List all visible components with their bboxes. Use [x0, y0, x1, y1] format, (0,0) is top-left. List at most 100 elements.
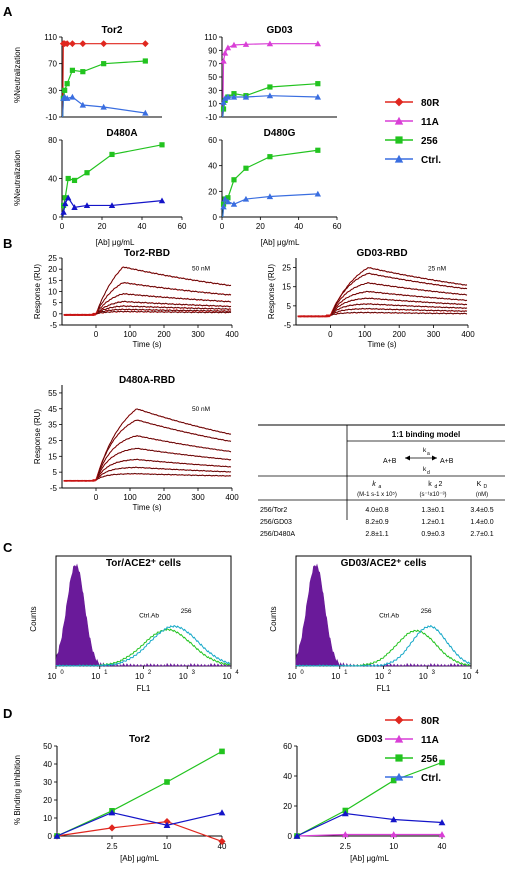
reaction-right: A+B [440, 458, 454, 465]
legend-label: 11A [421, 735, 439, 746]
legend-label: 256 [421, 136, 438, 147]
x-tick-label: 0 [94, 493, 99, 502]
data-point [163, 818, 171, 826]
x-tick-exponent: 2 [388, 670, 392, 676]
x-tick-label: 100 [123, 493, 137, 502]
x-tick-label: 0 [220, 222, 225, 231]
sensorgram-b-gd03: GD03-RBD -5 5 15 25 0 100 200 300 400 Response (RU… [267, 248, 475, 349]
x-axis-label: [Ab] μg/mL [120, 854, 159, 863]
fit-curve [96, 408, 232, 480]
x-tick-base: 10 [91, 672, 100, 681]
data-point [242, 195, 250, 202]
y-tick-label: 110 [204, 33, 217, 42]
plot-title: D480A [106, 128, 137, 139]
legend-label: 256 [421, 754, 438, 765]
data-point [108, 202, 116, 209]
x-tick-base: 10 [223, 672, 232, 681]
panel-letter-b: B [3, 236, 12, 251]
x-tick-label: 0 [328, 330, 333, 339]
plot-title: Tor2-RBD [124, 248, 170, 259]
data-point [230, 200, 238, 207]
data-point [60, 208, 67, 215]
fit-curve [330, 267, 468, 315]
x-tick-label: 400 [225, 493, 239, 502]
data-point [219, 748, 225, 755]
cell-KD: 3.4±0.5 [470, 507, 493, 514]
plot-title: Tor2 [129, 734, 150, 745]
x-tick-label: 10 [163, 842, 172, 851]
y-tick-label: 30 [48, 86, 57, 95]
cell-KD: 2.7±0.1 [470, 531, 493, 538]
ka-label: k [423, 447, 427, 454]
y-tick-label: 40 [283, 772, 292, 781]
data-point [100, 103, 107, 110]
y-tick-label: 40 [48, 175, 57, 184]
data-point [438, 831, 446, 838]
y-axis-label: Response (RU) [33, 409, 42, 464]
fit-curve [96, 282, 232, 314]
neutralization-plot-a-d480g: D480G 0 20 40 60 0 20 40 60 [Ab] μg/mL [208, 128, 342, 247]
cell-kd: 1.3±0.1 [421, 507, 444, 514]
y-tick-label: 0 [53, 213, 58, 222]
row-label: 256/D480A [260, 531, 295, 538]
x-tick-label: 40 [218, 842, 227, 851]
plot-title: GD03 [356, 734, 383, 745]
data-point [65, 175, 71, 182]
y-axis-label: % Binding inhibition [13, 755, 22, 825]
x-tick-exponent: 3 [192, 670, 196, 676]
y-tick-label: 0 [48, 832, 53, 841]
fit-curve [330, 273, 468, 315]
cell-kd: 0.9±0.3 [421, 531, 444, 538]
panel-letter-c: C [3, 540, 13, 555]
data-point [69, 67, 76, 73]
y-tick-label: 60 [283, 742, 292, 751]
data-point [221, 49, 229, 56]
y-tick-label: 40 [43, 760, 52, 769]
fit-curve [330, 282, 468, 315]
y-tick-label: 25 [48, 254, 57, 263]
y-tick-label: 5 [53, 468, 58, 477]
series-line [296, 761, 443, 837]
neutralization-plot-a-d480a: D480A 0 40 80 0 20 40 60 %Neutralization [Ab] μg/… [13, 128, 187, 247]
fit-curve [96, 467, 231, 480]
x-axis-label: [Ab] μg/mL [350, 854, 389, 863]
header-subscript: d [435, 484, 438, 490]
binding-inhibition-d-gd03: GD03 0 20 40 60 2.5 10 40 [Ab] μg/mL [283, 734, 447, 863]
data-point [220, 203, 227, 210]
x-tick-label: 300 [427, 330, 441, 339]
x-tick-exponent: 0 [300, 670, 304, 676]
header-symbol: k [372, 481, 376, 488]
y-axis-label: Response (RU) [33, 264, 42, 319]
y-tick-label: 15 [48, 276, 57, 285]
data-point [390, 831, 398, 838]
series-line [56, 750, 223, 837]
histogram-curve [55, 624, 231, 667]
x-axis-label: Time (s) [132, 503, 161, 512]
y-tick-label: 45 [48, 405, 57, 414]
x-tick-label: 2.5 [106, 842, 118, 851]
ka-subscript: a [427, 451, 430, 457]
x-tick-base: 10 [331, 672, 340, 681]
data-point [71, 204, 78, 210]
data-point [218, 837, 226, 845]
data-point [71, 177, 78, 184]
y-tick-label: 30 [43, 778, 52, 787]
fit-curve [96, 473, 231, 481]
data-point [142, 58, 148, 64]
y-tick-label: 0 [213, 213, 218, 222]
y-tick-label: 70 [48, 60, 57, 69]
data-point [84, 170, 90, 176]
header-symbol: K [477, 481, 482, 488]
legend-a: 80R 11A 256 Ctrl. [385, 97, 441, 166]
x-tick-base: 10 [288, 672, 297, 681]
x-tick-label: 40 [438, 842, 447, 851]
y-tick-label: 5 [287, 302, 292, 311]
fit-curve [96, 309, 231, 314]
data-point [142, 109, 149, 116]
y-tick-label: 30 [208, 86, 217, 95]
data-point [69, 93, 76, 100]
data-point [266, 40, 274, 47]
